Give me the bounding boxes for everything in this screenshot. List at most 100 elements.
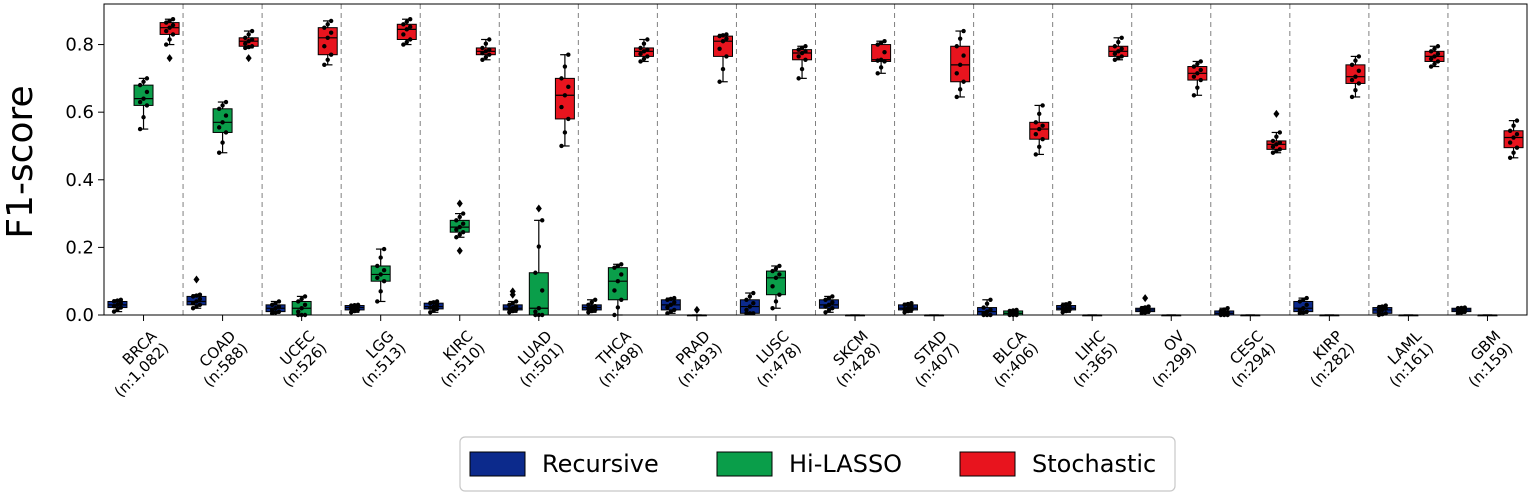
box-recursive-lihc xyxy=(1056,300,1077,315)
box-hi-lasso-prad xyxy=(686,305,707,317)
box-stochastic-cesc xyxy=(1266,109,1287,155)
box-body xyxy=(133,84,154,106)
outlier-marker xyxy=(535,204,542,213)
data-point xyxy=(747,294,753,299)
data-point xyxy=(878,40,884,46)
data-point xyxy=(144,103,150,108)
box-recursive-lusc xyxy=(739,290,760,316)
data-point xyxy=(1349,77,1355,83)
box-recursive-laml xyxy=(1372,303,1393,318)
box-hi-lasso-ucec xyxy=(291,294,312,318)
box-stochastic-ucec xyxy=(317,18,338,68)
data-point xyxy=(1274,134,1279,139)
data-point xyxy=(197,302,203,308)
data-point xyxy=(507,302,512,308)
data-point xyxy=(269,302,275,308)
data-point xyxy=(751,300,756,306)
box-recursive-ov xyxy=(1135,294,1156,316)
x-tick-label-prad: PRAD(n:493) xyxy=(672,327,726,391)
data-point xyxy=(1459,305,1464,311)
data-point xyxy=(375,275,380,281)
outlier-marker xyxy=(456,199,463,208)
data-point xyxy=(246,44,251,50)
data-point xyxy=(510,306,515,311)
data-point xyxy=(559,104,564,110)
data-point xyxy=(407,17,413,22)
data-point xyxy=(249,44,255,49)
data-point xyxy=(1356,54,1362,59)
legend-swatch xyxy=(469,451,526,477)
data-point xyxy=(803,57,808,62)
data-point xyxy=(645,37,650,42)
data-point xyxy=(1383,311,1388,316)
data-point xyxy=(1432,46,1437,51)
data-point xyxy=(961,79,966,84)
data-point xyxy=(988,297,993,302)
outlier-marker xyxy=(509,287,516,296)
data-point xyxy=(170,22,176,28)
data-point xyxy=(325,57,330,62)
data-point xyxy=(483,55,489,60)
box-recursive-ucec xyxy=(265,299,286,316)
data-point xyxy=(823,304,828,309)
data-point xyxy=(223,113,229,118)
data-point xyxy=(619,262,624,267)
x-tick-label-gbm: GBM(n:159) xyxy=(1465,327,1517,391)
data-point xyxy=(460,229,466,235)
data-point xyxy=(299,296,304,302)
data-point xyxy=(460,221,466,226)
data-point xyxy=(115,302,120,308)
data-point xyxy=(1297,311,1303,316)
data-point xyxy=(1033,152,1039,157)
data-point xyxy=(1435,44,1441,49)
data-point xyxy=(1195,71,1200,76)
data-point xyxy=(381,268,387,273)
box-recursive-kirc xyxy=(423,299,444,315)
data-point xyxy=(487,37,492,42)
data-point xyxy=(957,87,963,92)
data-point xyxy=(1507,140,1513,145)
data-point xyxy=(190,306,196,311)
box-recursive-coad xyxy=(186,275,207,311)
data-point xyxy=(882,59,887,64)
data-point xyxy=(875,58,880,63)
data-point xyxy=(909,307,914,313)
box-recursive-luad xyxy=(502,287,523,315)
data-point xyxy=(799,50,805,56)
data-point xyxy=(302,302,308,308)
data-point xyxy=(1428,56,1434,62)
data-point xyxy=(902,302,907,308)
data-point xyxy=(273,306,278,311)
data-point xyxy=(170,17,176,22)
data-point xyxy=(957,62,963,68)
data-point xyxy=(720,66,726,72)
box-recursive-prad xyxy=(660,295,681,316)
data-point xyxy=(589,305,594,310)
data-point xyxy=(483,49,489,54)
x-tick-label-kirc: KIRC(n:510) xyxy=(437,327,489,391)
data-point xyxy=(1507,155,1513,161)
box-hi-lasso-coad xyxy=(212,99,233,155)
box-recursive-brca xyxy=(107,297,128,314)
data-point xyxy=(1191,74,1197,79)
data-point xyxy=(830,306,835,311)
data-point xyxy=(431,308,436,313)
data-point xyxy=(1119,35,1124,41)
outlier-marker xyxy=(1273,109,1280,118)
data-point xyxy=(1301,297,1306,302)
data-point xyxy=(830,294,835,299)
data-point xyxy=(118,297,124,302)
outlier-marker xyxy=(1142,294,1149,303)
data-point xyxy=(249,28,255,34)
data-point xyxy=(1376,305,1382,310)
data-point xyxy=(586,310,591,315)
data-point xyxy=(773,266,779,271)
data-point xyxy=(902,310,907,315)
data-point xyxy=(1014,307,1019,313)
legend-frame xyxy=(459,436,1176,492)
outlier-marker xyxy=(693,305,700,314)
data-point xyxy=(905,301,911,307)
legend-swatch xyxy=(959,451,1016,477)
data-point xyxy=(137,99,143,105)
legend-item-recursive: Recursive xyxy=(469,450,659,478)
